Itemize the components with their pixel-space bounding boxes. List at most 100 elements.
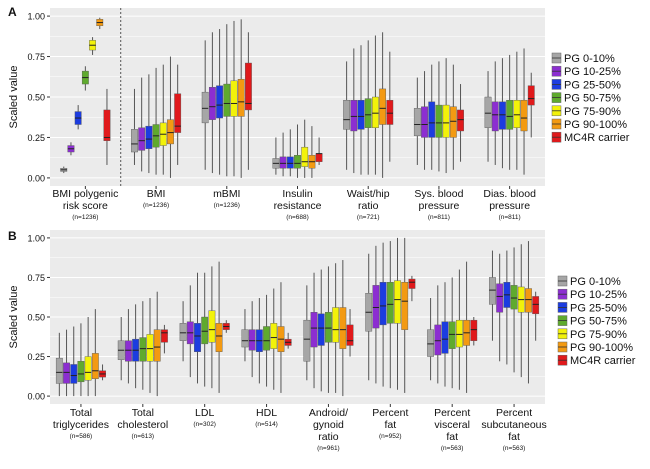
box bbox=[372, 96, 379, 128]
category-n-label: (n=721) bbox=[357, 214, 380, 221]
box bbox=[350, 100, 358, 132]
panel-letter: B bbox=[8, 229, 17, 243]
y-tick-label: 0.25 bbox=[27, 133, 45, 143]
category-label: Total bbox=[70, 407, 92, 419]
category-label: cholesterol bbox=[117, 419, 168, 431]
category-n-label: (n=811) bbox=[499, 214, 521, 221]
category-label: fat bbox=[446, 431, 458, 443]
box bbox=[427, 329, 434, 357]
box bbox=[513, 100, 521, 128]
panel-letter: A bbox=[8, 5, 17, 19]
box bbox=[201, 316, 209, 345]
box bbox=[146, 334, 154, 362]
box bbox=[223, 83, 231, 117]
box bbox=[201, 91, 209, 124]
box bbox=[441, 321, 449, 354]
box bbox=[317, 313, 325, 346]
box bbox=[527, 85, 535, 106]
legend-label: PG 25-50% bbox=[570, 302, 627, 314]
box bbox=[401, 282, 409, 330]
box bbox=[379, 282, 387, 326]
legend-label: PG 0-10% bbox=[564, 53, 615, 65]
box bbox=[506, 100, 514, 130]
box bbox=[241, 329, 249, 348]
category-n-label: (n=1236) bbox=[214, 202, 240, 209]
box bbox=[270, 323, 278, 349]
category-label: HDL bbox=[256, 407, 277, 419]
category-label: Percent bbox=[434, 407, 470, 419]
box bbox=[294, 155, 301, 169]
box bbox=[279, 156, 287, 169]
category-n-label: (n=563) bbox=[441, 445, 464, 452]
box bbox=[496, 283, 504, 313]
box bbox=[428, 101, 436, 138]
category-n-label: (n=563) bbox=[503, 445, 526, 452]
category-label: Sys. blood bbox=[414, 188, 463, 200]
box bbox=[532, 296, 540, 315]
category-label: fat bbox=[384, 419, 396, 431]
y-tick-label: 0.00 bbox=[27, 392, 45, 402]
legend-label: PG 10-25% bbox=[564, 66, 621, 78]
box bbox=[194, 323, 201, 352]
box bbox=[63, 362, 70, 384]
box bbox=[161, 329, 168, 343]
panel-a: A 0.00 0.25 0.50 0.75 1.00 Scaled value BMI pol… bbox=[8, 5, 630, 221]
box bbox=[286, 156, 294, 169]
category-label: pressure bbox=[489, 200, 530, 212]
y-tick-label: 1.00 bbox=[27, 12, 45, 22]
y-tick-label: 0.50 bbox=[27, 93, 45, 103]
box bbox=[434, 324, 442, 356]
box bbox=[310, 312, 318, 348]
category-label: ratio bbox=[358, 200, 379, 212]
box bbox=[125, 340, 132, 362]
box bbox=[139, 337, 147, 362]
box bbox=[303, 319, 311, 362]
category-label: risk score bbox=[63, 200, 108, 212]
box bbox=[244, 62, 252, 111]
category-n-label: (n=1236) bbox=[143, 202, 169, 209]
box bbox=[470, 319, 478, 341]
box bbox=[499, 101, 506, 130]
box bbox=[435, 104, 443, 138]
box bbox=[215, 323, 223, 352]
y-tick-label: 0.00 bbox=[27, 173, 45, 183]
category-label: fat bbox=[508, 431, 520, 443]
box bbox=[339, 307, 347, 349]
legend-label: PG 25-50% bbox=[564, 79, 621, 91]
box bbox=[413, 108, 421, 137]
y-axis-label: Scaled value bbox=[8, 66, 20, 129]
box bbox=[145, 125, 153, 149]
box bbox=[457, 109, 464, 132]
box bbox=[91, 353, 99, 379]
box bbox=[520, 100, 528, 132]
category-n-label: (n=613) bbox=[132, 433, 155, 440]
category-n-label: (n=586) bbox=[70, 433, 93, 440]
box bbox=[216, 85, 223, 119]
category-group: LDL (n=302) bbox=[179, 261, 230, 428]
box bbox=[179, 323, 187, 341]
box bbox=[325, 312, 332, 343]
box bbox=[357, 100, 365, 130]
box bbox=[208, 87, 216, 120]
category-label: BMI bbox=[147, 188, 166, 200]
legend-label: MC4R carrier bbox=[570, 355, 636, 367]
category-label: visceral bbox=[434, 419, 470, 431]
box bbox=[379, 88, 387, 125]
legend-label: PG 75-90% bbox=[570, 329, 627, 341]
legend-label: PG 90-100% bbox=[570, 342, 633, 354]
legend-label: PG 50-75% bbox=[564, 93, 621, 105]
category-label: BMI polygenic bbox=[52, 188, 118, 200]
box bbox=[386, 282, 394, 324]
category-n-label: (n=952) bbox=[379, 433, 402, 440]
box bbox=[103, 109, 111, 141]
category-n-label: (n=688) bbox=[286, 214, 309, 221]
box bbox=[248, 329, 256, 351]
box bbox=[346, 324, 354, 346]
legend: PG 0-10%PG 10-25%PG 25-50% PG 50-75%PG 75… bbox=[557, 275, 636, 367]
